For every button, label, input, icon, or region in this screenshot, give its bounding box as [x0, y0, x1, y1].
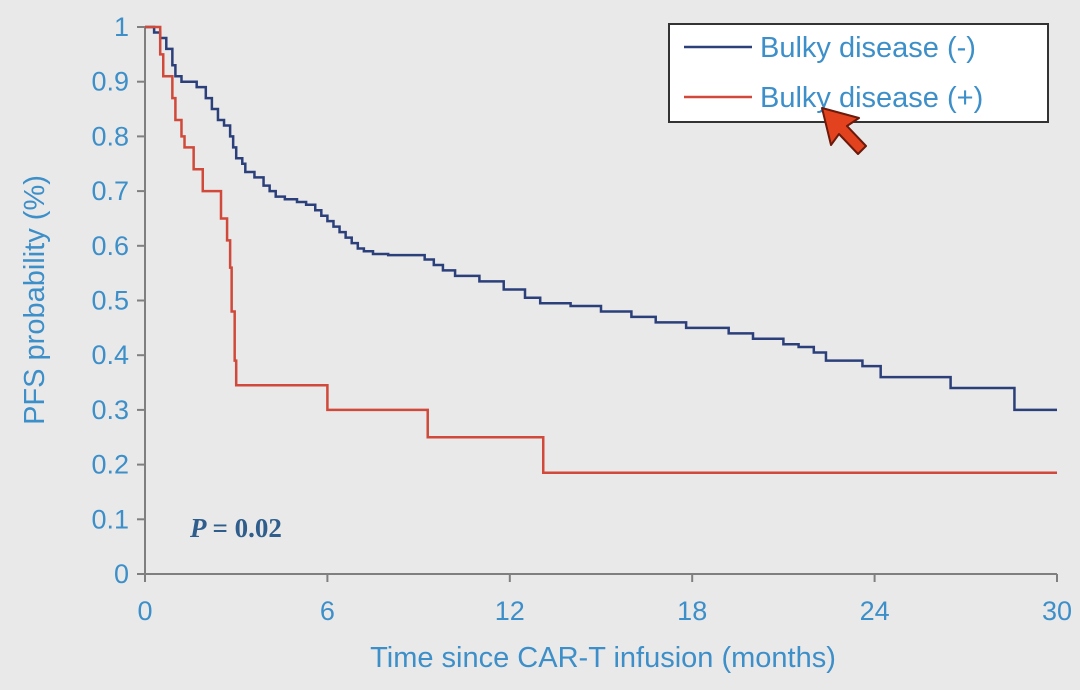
x-tick-label: 6 — [320, 596, 335, 626]
y-tick-label: 0.2 — [91, 450, 129, 480]
y-tick-label: 0.9 — [91, 67, 129, 97]
y-axis-title: PFS probability (%) — [19, 175, 51, 425]
y-tick-label: 0.1 — [91, 504, 129, 534]
y-tick-label: 0 — [114, 559, 129, 589]
y-tick-label: 0.6 — [91, 231, 129, 261]
x-tick-label: 18 — [677, 596, 707, 626]
chart-axes: 0 0.1 0.2 0.3 0.4 0.5 0.6 0.7 0.8 0.9 1 0 6 12 18 24 30 — [91, 12, 1072, 626]
y-tick-label: 0.3 — [91, 395, 129, 425]
legend-box — [668, 23, 1049, 123]
x-tick-label: 0 — [137, 596, 152, 626]
y-tick-label: 0.8 — [91, 121, 129, 151]
series-line-bulky-negative — [145, 25, 1057, 412]
legend: Bulky disease (-) Bulky disease (+) — [668, 23, 1049, 123]
x-tick-label: 24 — [860, 596, 890, 626]
x-tick-label: 12 — [495, 596, 525, 626]
p-value-annotation: P = 0.02 — [189, 513, 282, 543]
y-tick-label: 1 — [114, 12, 129, 42]
p-value-text: = 0.02 — [213, 513, 282, 543]
y-tick-label: 0.5 — [91, 286, 129, 316]
series-line-bulky-positive — [145, 25, 1057, 475]
p-value-label: P — [189, 513, 207, 543]
y-tick-label: 0.7 — [91, 176, 129, 206]
legend-label-bulky-negative: Bulky disease (-) — [760, 32, 976, 64]
series-layer — [145, 25, 1057, 475]
x-tick-label: 30 — [1042, 596, 1072, 626]
x-axis-title: Time since CAR-T infusion (months) — [370, 642, 836, 674]
mouse-cursor-icon — [821, 107, 867, 155]
y-tick-label: 0.4 — [91, 340, 129, 370]
legend-label-bulky-positive: Bulky disease (+) — [760, 82, 983, 114]
